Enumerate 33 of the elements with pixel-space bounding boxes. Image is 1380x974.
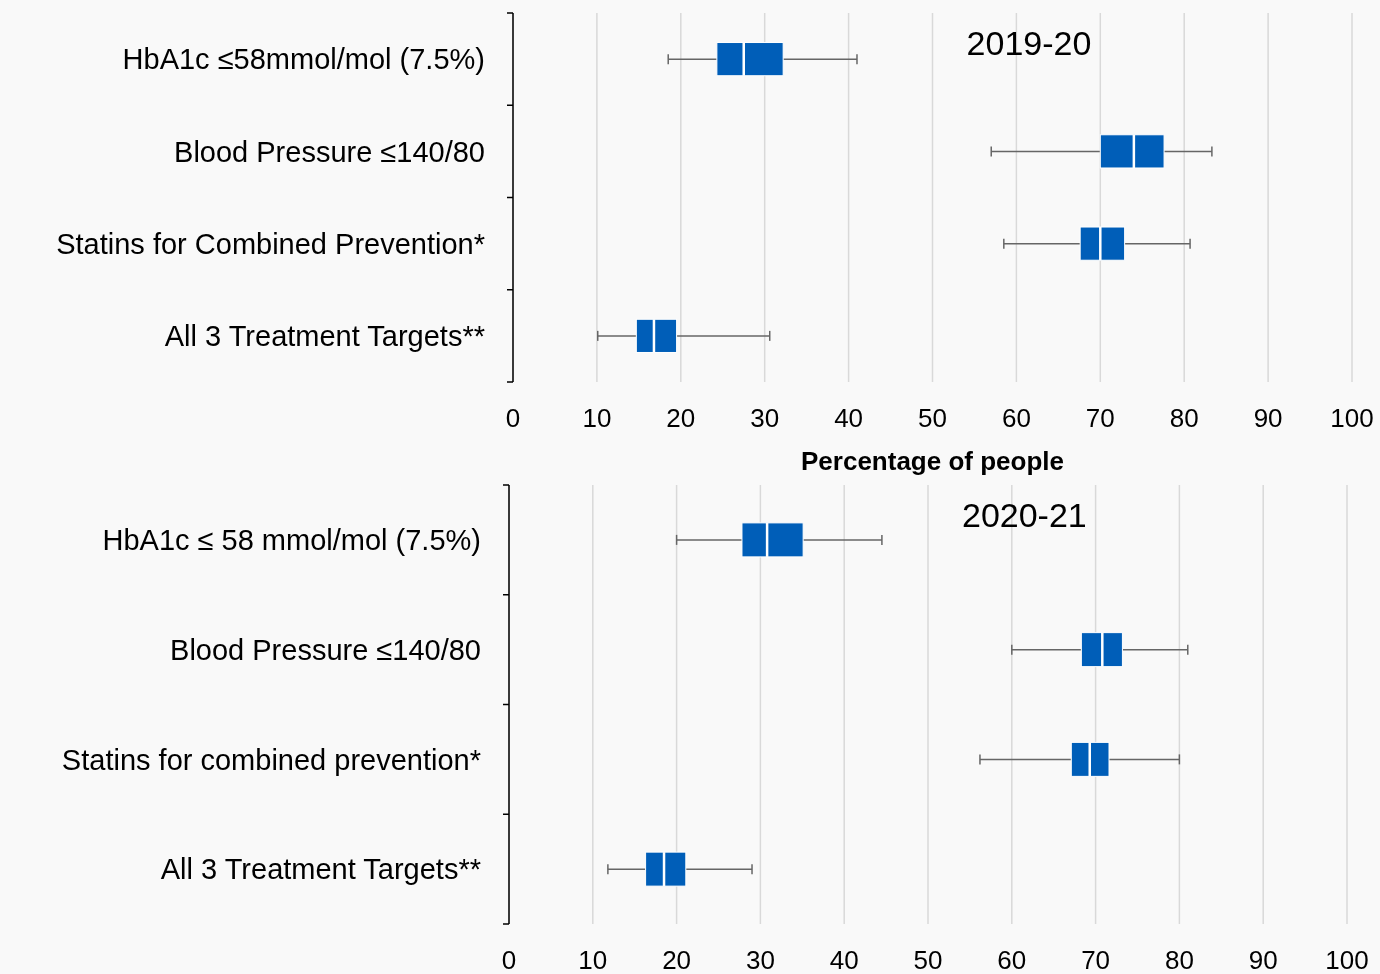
x-tick-label: 0 bbox=[505, 403, 521, 433]
y-tick-label: Statins for combined prevention* bbox=[61, 743, 481, 776]
x-tick-label: 100 bbox=[1325, 945, 1369, 974]
x-tick-label: 50 bbox=[918, 403, 947, 433]
x-tick-label: 90 bbox=[1253, 403, 1283, 433]
x-tick-label: 70 bbox=[1081, 945, 1111, 974]
x-tick-label: 90 bbox=[1248, 945, 1278, 974]
chart-title: 2020-21 bbox=[961, 496, 1087, 534]
x-tick-label: 80 bbox=[1169, 403, 1199, 433]
y-tick-label: Blood Pressure ≤140/80 bbox=[170, 633, 481, 666]
y-tick-label: Statins for Combined Prevention* bbox=[56, 227, 485, 260]
x-tick-label: 40 bbox=[834, 403, 864, 433]
x-tick-label: 80 bbox=[1164, 945, 1194, 974]
y-tick-label: All 3 Treatment Targets** bbox=[164, 320, 485, 353]
x-tick-label: 30 bbox=[750, 403, 780, 433]
x-tick-label: 30 bbox=[745, 945, 775, 974]
x-tick-label: 0 bbox=[501, 945, 517, 974]
x-tick-label: 20 bbox=[662, 945, 692, 974]
x-tick-label: 60 bbox=[997, 945, 1027, 974]
chart-title: 2019-20 bbox=[966, 24, 1092, 62]
x-tick-label: 50 bbox=[913, 945, 943, 974]
x-axis-title: Percentage of people bbox=[801, 446, 1064, 476]
x-tick-label: 10 bbox=[578, 945, 608, 974]
x-tick-label: 60 bbox=[1001, 403, 1031, 433]
x-tick-label: 100 bbox=[1330, 403, 1374, 433]
y-tick-label: HbA1c ≤ 58 mmol/mol (7.5%) bbox=[102, 524, 481, 557]
y-tick-label: Blood Pressure ≤140/80 bbox=[174, 135, 485, 168]
x-tick-label: 20 bbox=[666, 403, 696, 433]
y-tick-label: HbA1c ≤58mmol/mol (7.5%) bbox=[122, 43, 485, 76]
x-tick-label: 40 bbox=[829, 945, 859, 974]
y-tick-label: All 3 Treatment Targets** bbox=[160, 853, 481, 886]
x-tick-label: 70 bbox=[1085, 403, 1115, 433]
x-tick-label: 10 bbox=[582, 403, 612, 433]
